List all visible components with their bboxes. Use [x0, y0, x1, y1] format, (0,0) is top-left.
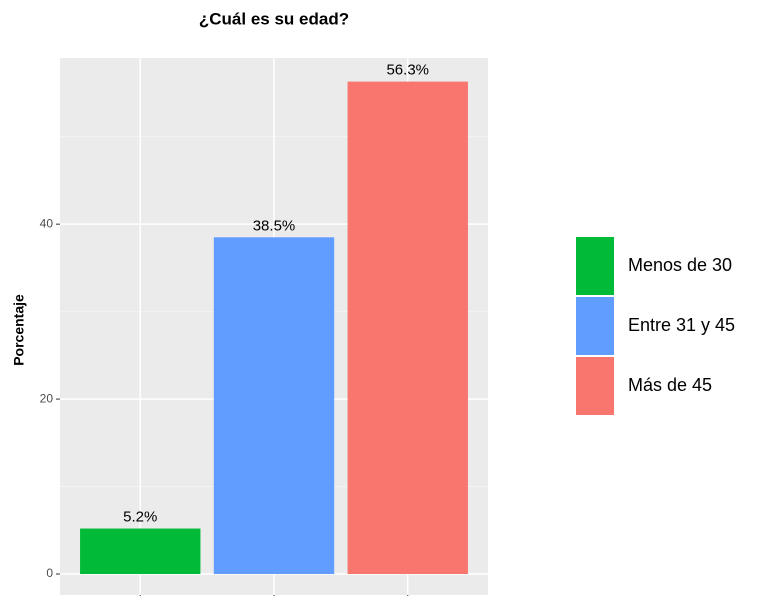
y-tick-label: 20: [40, 391, 54, 405]
bar: [347, 81, 468, 575]
legend-key: [574, 355, 616, 417]
value-label: 56.3%: [386, 62, 429, 79]
legend-key: [574, 235, 616, 297]
legend-key: [574, 295, 616, 357]
chart-title: ¿Cuál es su edad?: [199, 9, 349, 28]
value-label: 5.2%: [123, 508, 157, 525]
y-tick-label: 0: [46, 566, 53, 580]
bar: [80, 528, 201, 575]
legend-label: Más de 45: [628, 375, 712, 395]
y-tick-label: 40: [40, 216, 54, 230]
bar: [213, 237, 335, 575]
value-label: 38.5%: [253, 217, 296, 234]
y-axis-label: Porcentaje: [11, 294, 27, 366]
legend-label: Menos de 30: [628, 255, 732, 275]
legend-label: Entre 31 y 45: [628, 315, 735, 335]
